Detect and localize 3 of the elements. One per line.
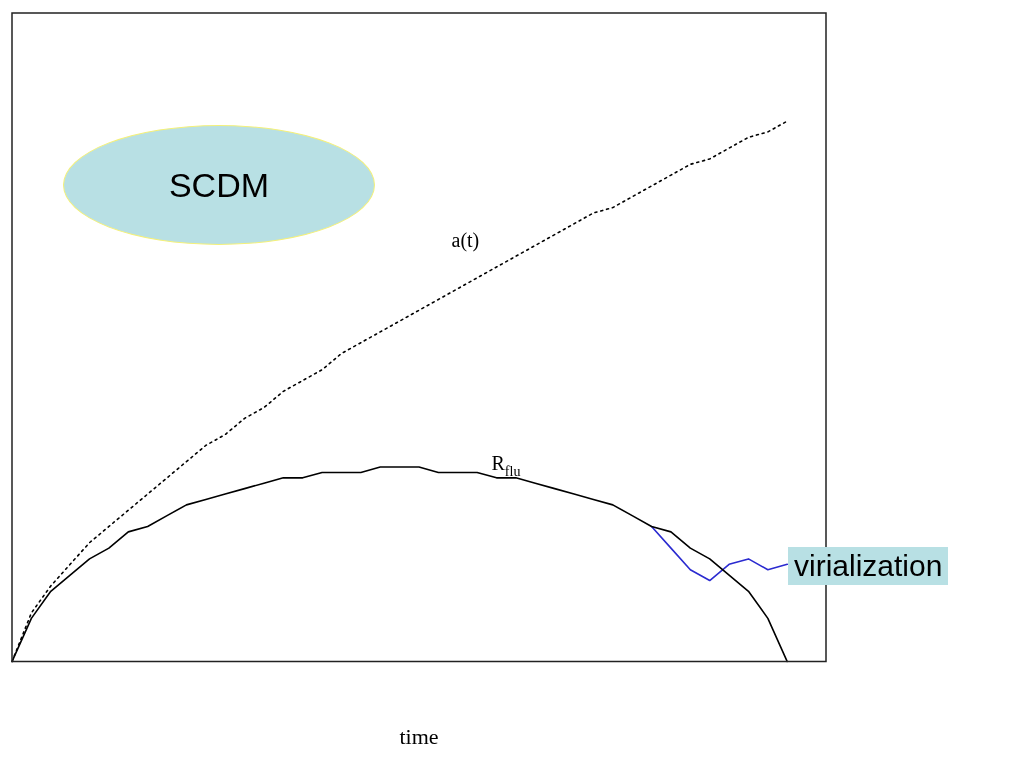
annotation: virialization [788, 547, 949, 585]
series-label: a(t) [451, 229, 480, 253]
x-axis-title: time [399, 723, 439, 749]
